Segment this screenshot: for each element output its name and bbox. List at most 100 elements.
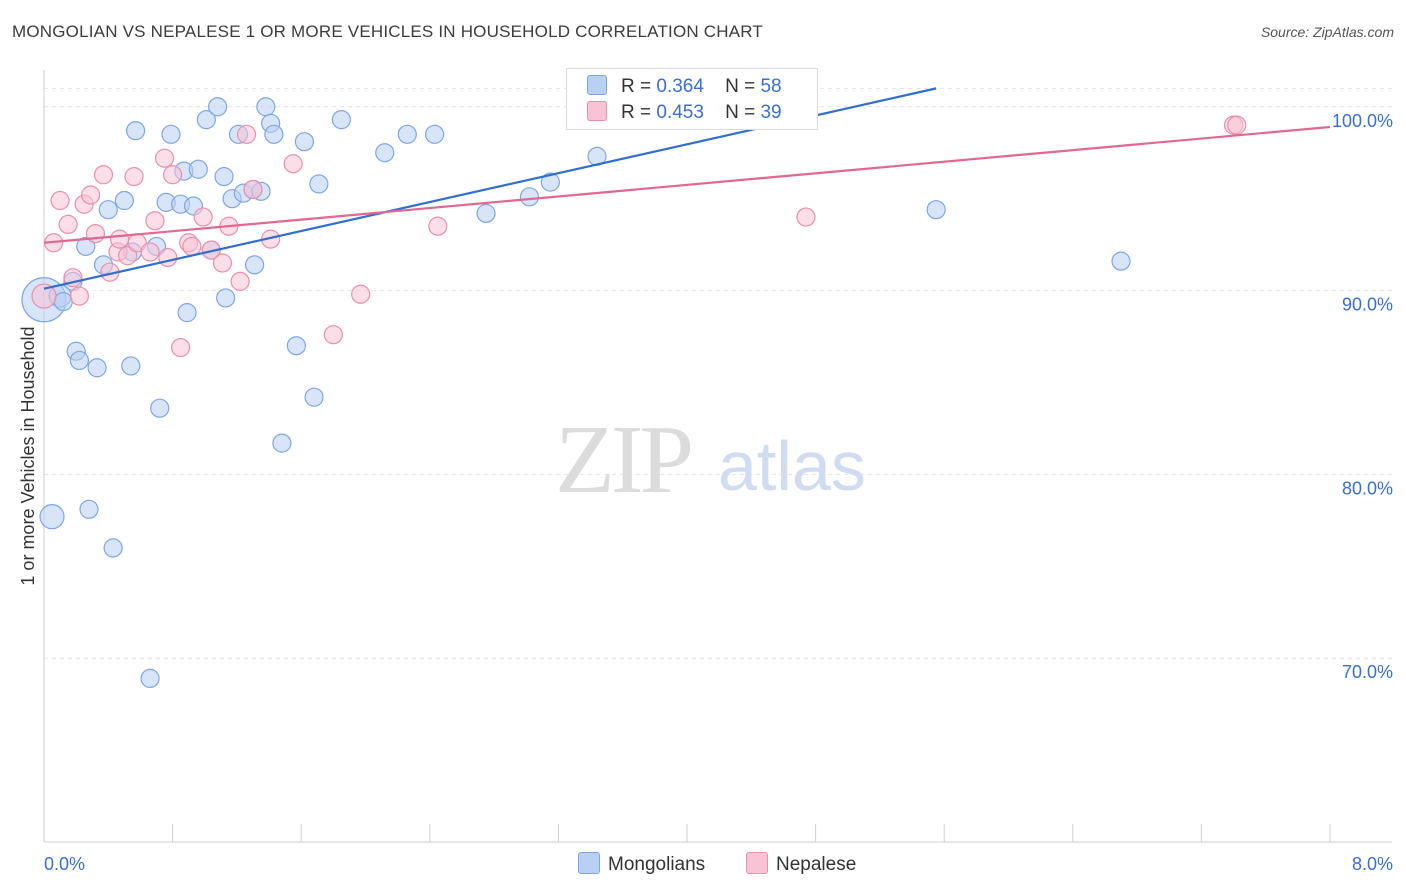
data-point (140, 242, 160, 262)
y-tick-label: 70.0% (1342, 662, 1393, 682)
legend-n-label: N = (725, 102, 756, 123)
chart-title: MONGOLIAN VS NEPALESE 1 OR MORE VEHICLES… (12, 22, 764, 41)
legend-n-value-nepalese: 39 (760, 102, 782, 123)
legend-row-mongolians: R = 0.364 N = 58 (587, 75, 782, 99)
data-point (476, 203, 496, 223)
data-point (117, 246, 138, 266)
data-point (79, 499, 99, 519)
data-point (216, 288, 236, 308)
data-point (926, 200, 946, 220)
data-point (81, 185, 101, 205)
trend-line-nepalese (43, 125, 1331, 244)
data-point (264, 124, 284, 144)
data-point (177, 303, 197, 323)
y-tick-label: 80.0% (1342, 478, 1393, 498)
data-point (103, 538, 123, 558)
watermark-zip: ZIP (555, 406, 690, 514)
data-point (425, 124, 445, 144)
data-point (85, 223, 106, 244)
data-point (212, 253, 233, 273)
x-tick-label-min: 0.0% (44, 854, 85, 874)
x-tick-label-max: 8.0% (1352, 854, 1393, 874)
data-point (53, 292, 73, 312)
data-point (31, 283, 57, 309)
data-point (161, 124, 181, 144)
data-point (188, 159, 208, 179)
bottom-legend-swatch-nepalese (746, 852, 768, 874)
data-point (286, 336, 306, 356)
data-point (519, 187, 540, 207)
watermark-atlas: atlas (718, 427, 866, 505)
y-tick-label: 100.0% (1332, 111, 1393, 131)
stats-legend: R = 0.364 N = 58 R = 0.453 N = 39 (566, 68, 818, 130)
data-point (150, 398, 170, 418)
data-point (154, 148, 175, 168)
tick-labels: 70.0% 80.0% 90.0% 100.0% 0.0% 8.0% (44, 111, 1393, 874)
data-point (121, 356, 141, 376)
data-point (163, 165, 183, 185)
bottom-legend-swatch-mongolians (578, 852, 600, 874)
data-point (50, 190, 70, 211)
legend-r-label: R = (621, 76, 652, 97)
data-point (283, 154, 303, 174)
data-point (540, 172, 560, 192)
data-point (76, 236, 96, 257)
legend-r-value-mongolians: 0.364 (656, 76, 704, 97)
data-point (294, 132, 315, 152)
data-point (244, 255, 265, 275)
data-point (428, 216, 448, 236)
source-label: Source: ZipAtlas.com (1260, 24, 1394, 40)
data-point (39, 504, 65, 530)
series-nepalese-points (31, 115, 1247, 358)
bottom-legend-nepalese: Nepalese (746, 852, 856, 876)
data-point (140, 668, 160, 689)
data-point (145, 211, 165, 231)
data-point (69, 350, 89, 371)
data-point (351, 284, 371, 304)
data-point (182, 236, 202, 257)
legend-n-label: N = (725, 76, 756, 97)
series-mongolians-points (21, 97, 1131, 689)
bottom-legend-mongolians: Mongolians (578, 852, 705, 876)
data-point (304, 387, 324, 407)
data-point (230, 271, 250, 291)
data-point (193, 207, 213, 227)
data-point (272, 433, 292, 453)
data-point (236, 124, 257, 144)
bottom-legend-label-nepalese: Nepalese (776, 854, 857, 875)
data-point (126, 121, 146, 141)
data-point (171, 337, 191, 358)
y-axis-label: 1 or more Vehicles in Household (18, 326, 38, 586)
y-tick-label: 90.0% (1342, 295, 1393, 315)
data-point (1111, 251, 1131, 271)
data-point (309, 174, 329, 194)
data-point (397, 124, 417, 144)
legend-r-value-nepalese: 0.453 (656, 102, 704, 123)
data-point (243, 179, 263, 200)
data-point (256, 97, 276, 117)
legend-swatch-nepalese (587, 101, 607, 121)
data-point (1227, 115, 1247, 135)
data-point (323, 325, 343, 345)
data-point (375, 143, 395, 163)
data-point (93, 165, 114, 185)
data-point (208, 97, 228, 117)
data-point (158, 247, 178, 268)
legend-row-nepalese: R = 0.453 N = 39 (587, 101, 782, 125)
data-point (124, 167, 144, 187)
data-point (58, 214, 78, 234)
data-point (796, 207, 816, 227)
watermark: ZIP atlas (555, 406, 866, 514)
data-point (109, 229, 130, 249)
data-point (69, 286, 89, 306)
data-point (98, 200, 118, 220)
data-point (196, 110, 216, 130)
data-point (214, 167, 234, 187)
data-point (87, 358, 107, 378)
data-point (114, 190, 134, 211)
legend-swatch-mongolians (587, 75, 607, 95)
grid-lines (44, 87, 1392, 659)
legend-r-label: R = (621, 102, 652, 123)
legend-n-value-mongolians: 58 (760, 76, 782, 97)
